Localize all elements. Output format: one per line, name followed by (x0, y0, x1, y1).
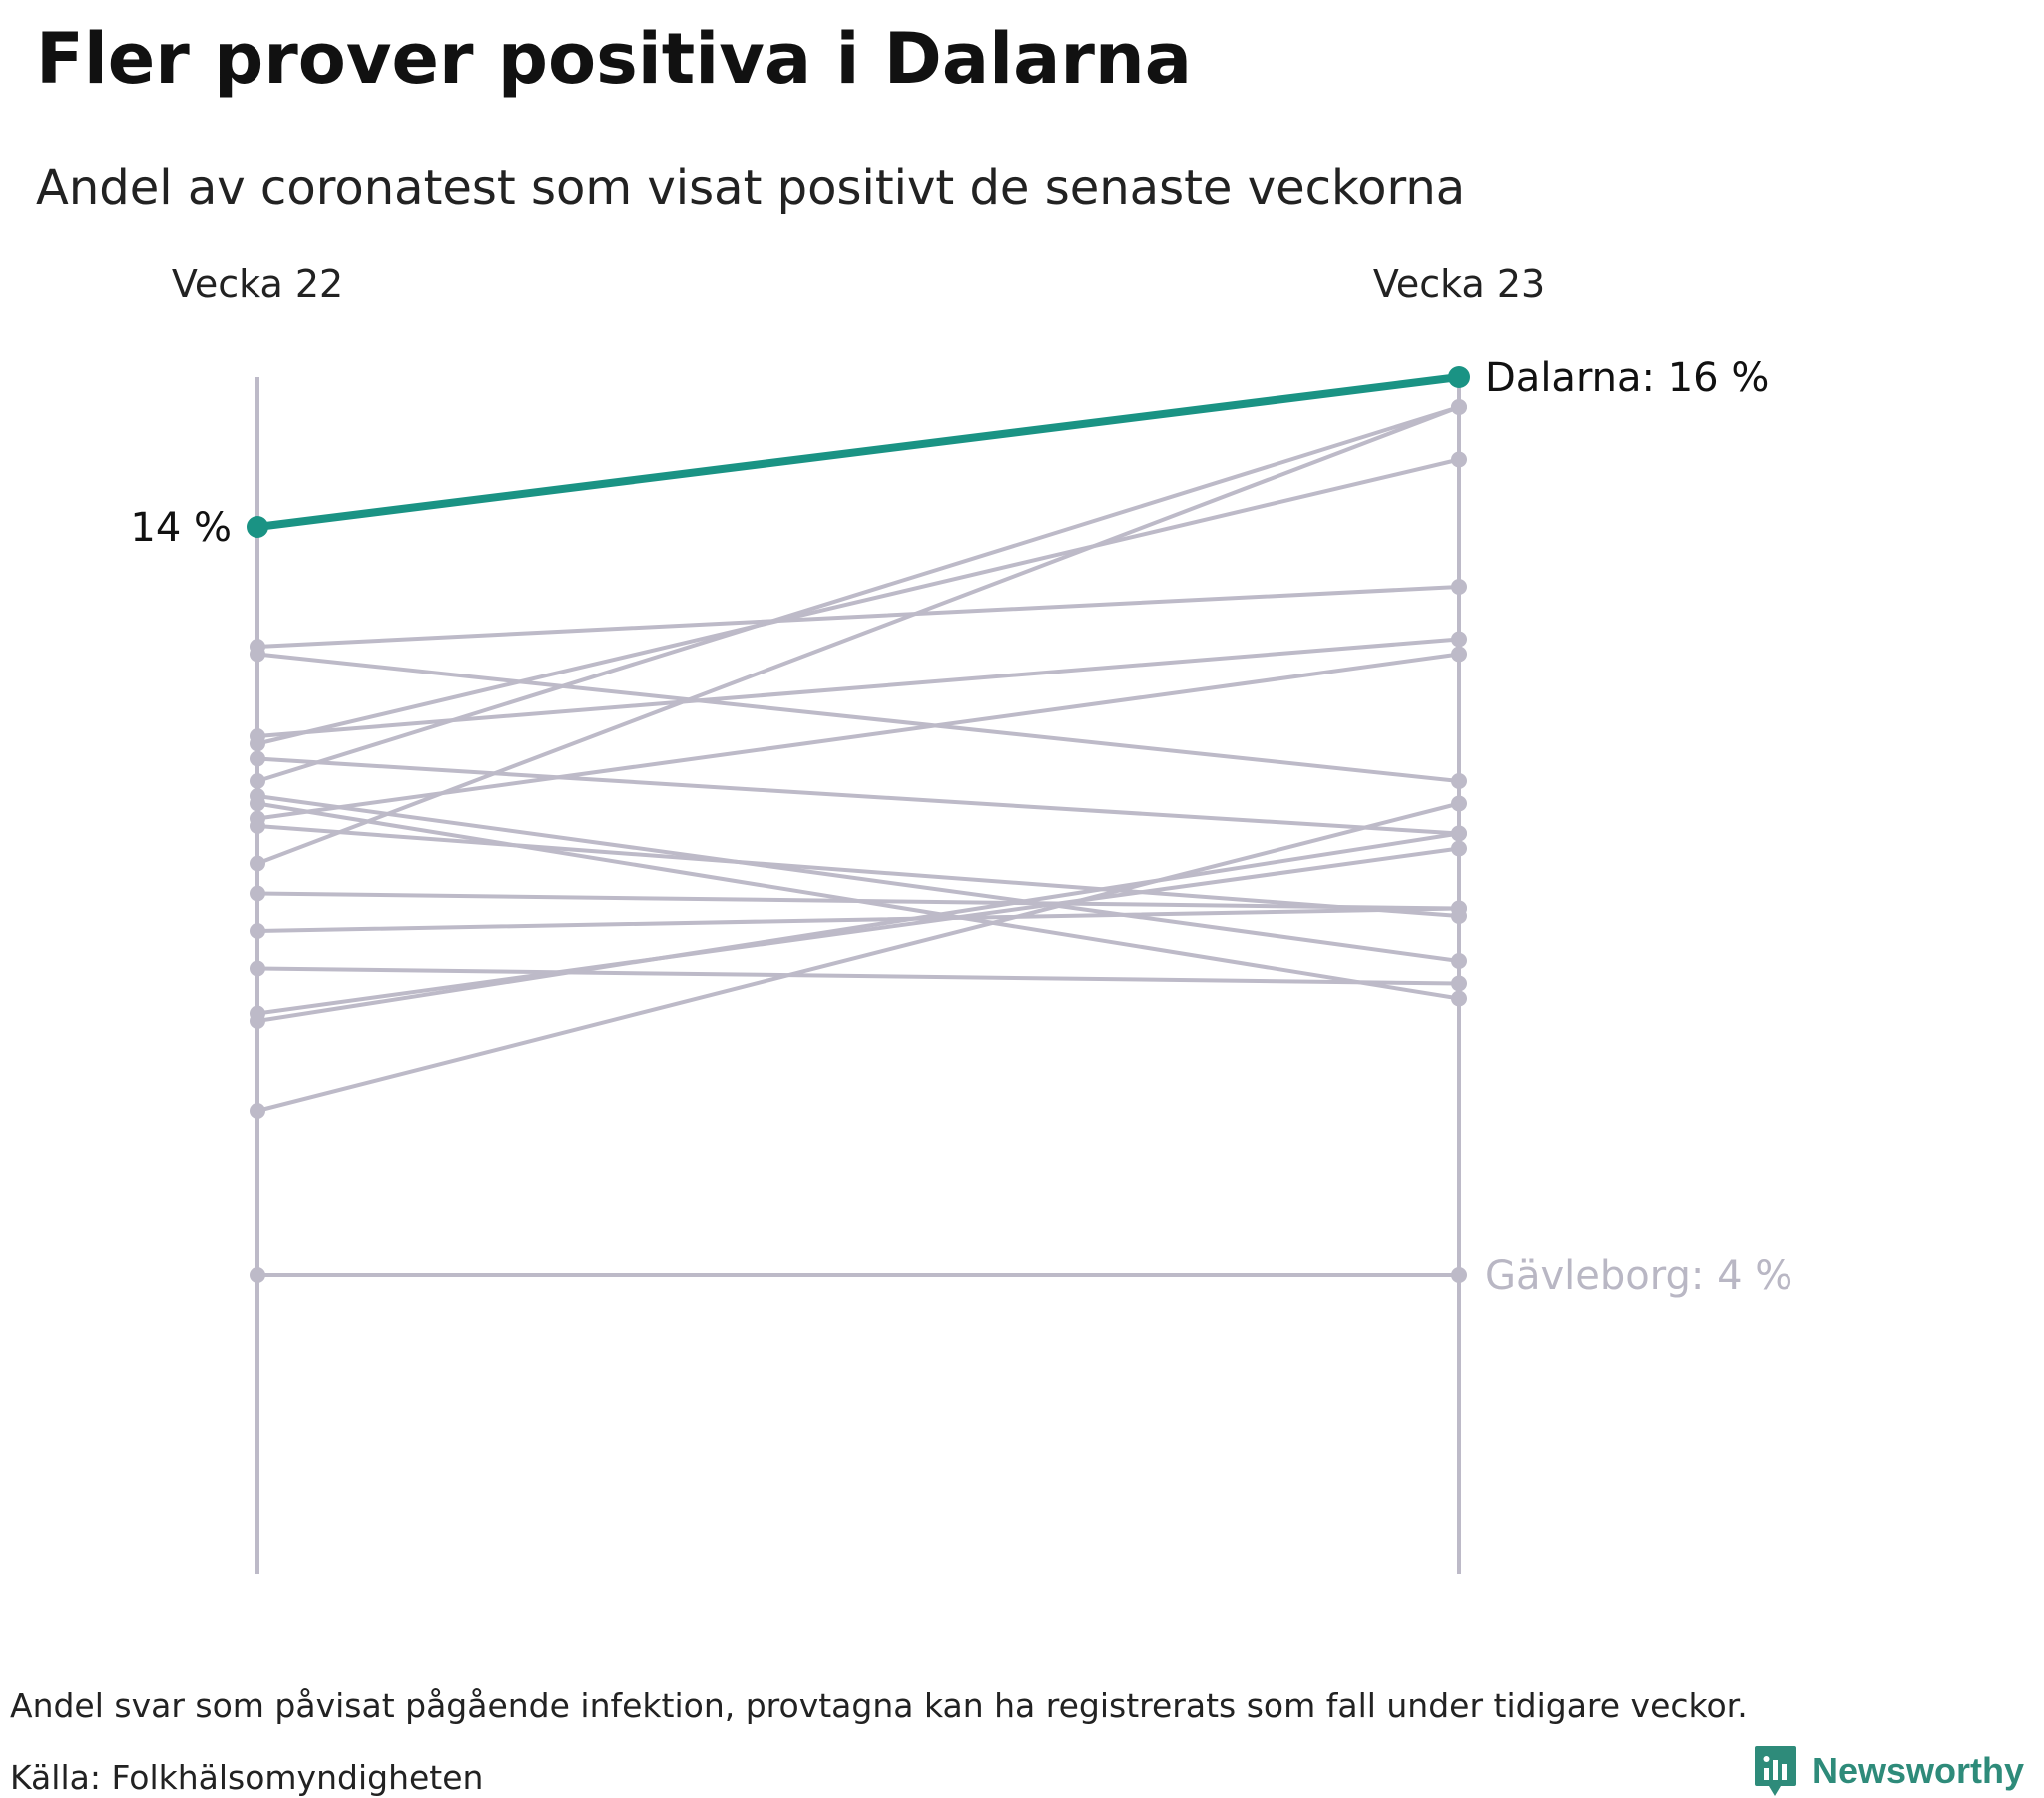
region-6-point-vecka-22 (250, 773, 265, 789)
region-13-point-vecka-22 (250, 923, 265, 939)
region-10-line (256, 824, 1461, 918)
region-2-point-vecka-22 (250, 646, 265, 663)
region-11-point-vecka-23 (1451, 399, 1467, 415)
highlight-start-label: 14 % (130, 505, 232, 551)
region-13-point-vecka-23 (1451, 900, 1467, 917)
dalarna-point-vecka-22 (247, 516, 268, 538)
gavleborg-point-vecka-23 (1451, 1267, 1467, 1283)
region-11-line (256, 405, 1461, 866)
region-6-line (256, 405, 1461, 783)
region-12-line (256, 891, 1461, 911)
region-9-point-vecka-23 (1451, 646, 1467, 663)
slope-chart: Vecka 22 Vecka 23 14 % Dalarna: 16 % Gäv… (130, 262, 1792, 1574)
region-16-point-vecka-22 (250, 1013, 265, 1029)
region-3-line (256, 637, 1461, 738)
brand-name: Newsworthy (1812, 1750, 2025, 1791)
region-14-point-vecka-22 (250, 960, 265, 977)
lowest-region-series (250, 1267, 1467, 1283)
source-note: Källa: Folkhälsomyndigheten (10, 1758, 484, 1797)
highlight-series (247, 366, 1470, 538)
lowest-end-label: Gävleborg: 4 % (1485, 1253, 1792, 1299)
region-5-line (256, 756, 1461, 836)
region-17-point-vecka-23 (1451, 795, 1467, 812)
region-16-point-vecka-23 (1451, 825, 1467, 842)
column-label-vecka-23: Vecka 23 (1373, 262, 1545, 306)
dalarna-point-vecka-23 (1448, 366, 1470, 388)
region-11-point-vecka-22 (250, 855, 265, 872)
region-1-point-vecka-23 (1451, 579, 1467, 595)
brand-logo: Newsworthy (1753, 1744, 2024, 1798)
chart-subtitle: Andel av coronatest som visat positivt d… (36, 160, 1466, 216)
region-2-point-vecka-23 (1451, 773, 1467, 789)
region-10-point-vecka-22 (250, 818, 265, 834)
region-4-line (256, 457, 1461, 746)
other-regions-series (250, 399, 1467, 1119)
region-17-line (256, 801, 1461, 1113)
region-7-line (256, 794, 1461, 963)
gavleborg-point-vecka-22 (250, 1267, 265, 1283)
region-17-point-vecka-22 (250, 1103, 265, 1119)
region-15-point-vecka-23 (1451, 840, 1467, 857)
dalarna-line (254, 373, 1463, 531)
footnote: Andel svar som påvisat pågående infektio… (10, 1686, 1748, 1725)
newsworthy-logo-icon (1755, 1746, 1796, 1796)
region-7-point-vecka-23 (1451, 953, 1467, 969)
region-4-point-vecka-23 (1451, 451, 1467, 468)
region-14-point-vecka-23 (1451, 975, 1467, 992)
region-3-point-vecka-23 (1451, 631, 1467, 648)
region-2-line (256, 652, 1461, 783)
chart-title: Fler prover positiva i Dalarna (36, 18, 1192, 100)
region-8-point-vecka-23 (1451, 990, 1467, 1007)
region-14-line (256, 966, 1461, 986)
value-labels: 14 % Dalarna: 16 % Gävleborg: 4 % (130, 355, 1792, 1299)
column-label-vecka-22: Vecka 22 (172, 262, 343, 306)
region-9-line (256, 652, 1461, 821)
region-1-line (256, 585, 1461, 649)
region-5-point-vecka-22 (250, 750, 265, 767)
region-15-line (256, 846, 1461, 1016)
region-4-point-vecka-22 (250, 735, 265, 752)
region-12-point-vecka-22 (250, 885, 265, 902)
region-8-point-vecka-22 (250, 795, 265, 812)
highlight-end-label: Dalarna: 16 % (1485, 355, 1769, 401)
region-13-line (256, 906, 1461, 933)
region-16-line (256, 831, 1461, 1023)
